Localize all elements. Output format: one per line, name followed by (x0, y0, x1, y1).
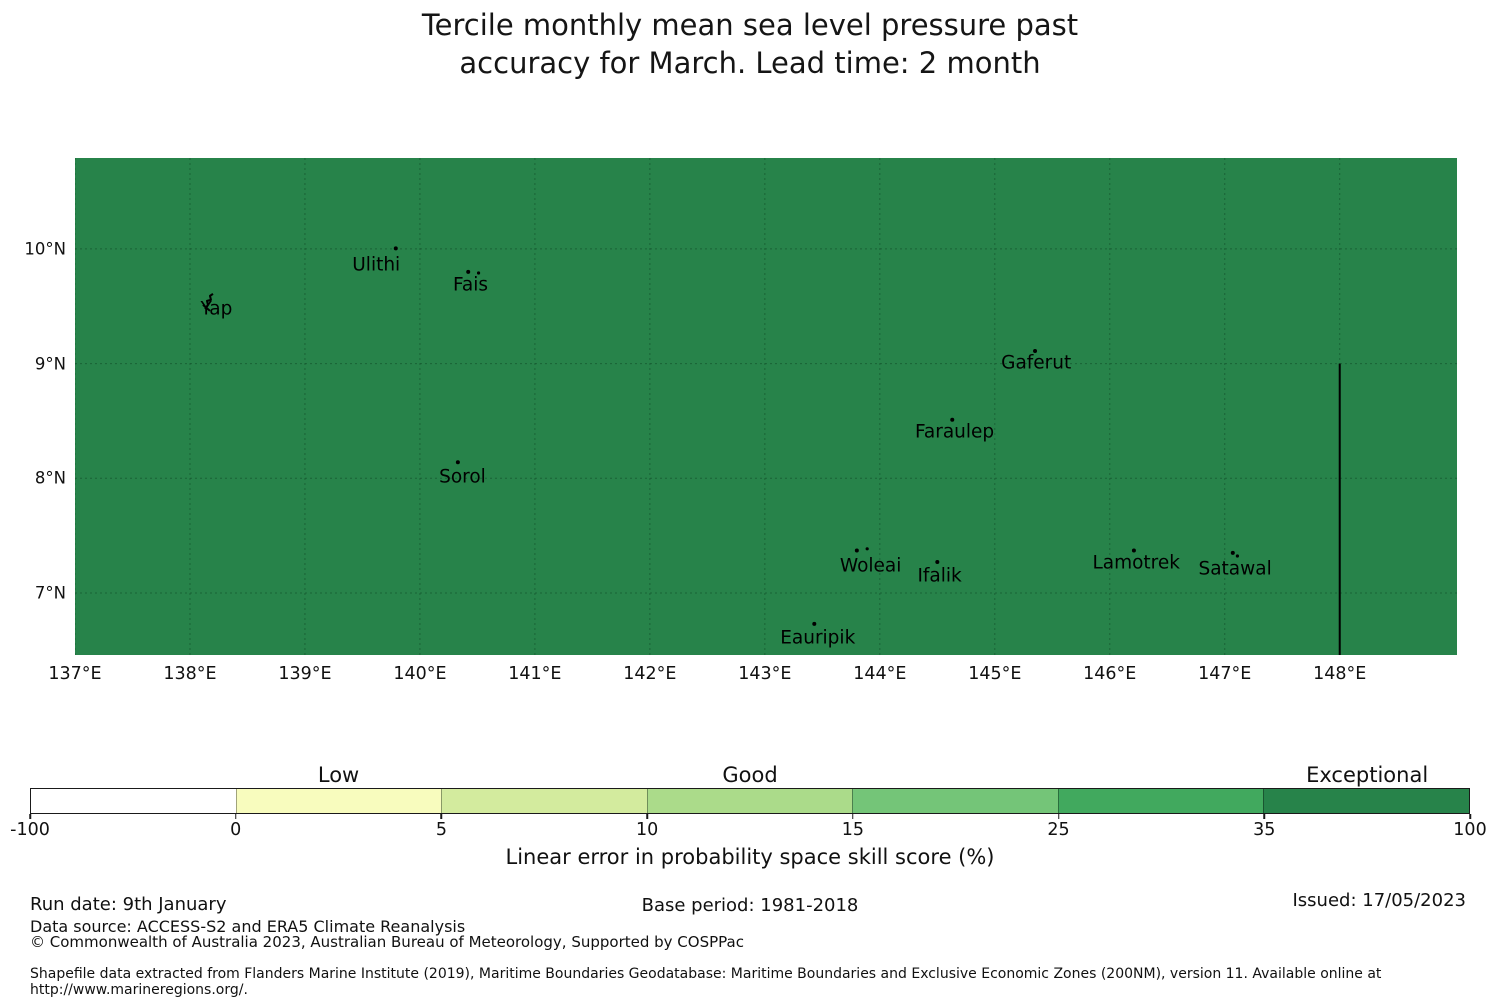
x-tick-label: 141°E (508, 664, 562, 684)
island-label: Ifalik (917, 565, 962, 587)
colorbar-segment (235, 789, 442, 813)
y-tick-label: 9°N (34, 354, 66, 374)
copyright-text: © Commonwealth of Australia 2023, Austra… (30, 933, 744, 951)
colorbar-category-label: Good (722, 763, 778, 787)
colorbar-tick-mark (852, 814, 854, 819)
island-dot (1131, 548, 1136, 553)
colorbar-tick-mark (1263, 814, 1266, 819)
colorbar (30, 788, 1470, 814)
colorbar-segment (1263, 789, 1470, 813)
data-source-text: Data source: ACCESS-S2 and ERA5 Climate … (30, 917, 466, 936)
issued-date-text: Issued: 17/05/2023 (1292, 890, 1466, 911)
colorbar-category-label: Low (317, 763, 360, 787)
figure-title-line1: Tercile monthly mean sea level pressure … (421, 8, 1079, 42)
colorbar-segment (1057, 789, 1264, 813)
x-tick-label: 139°E (278, 664, 332, 684)
x-tick-label: 147°E (1198, 664, 1252, 684)
figure-title-line2: accuracy for March. Lead time: 2 month (459, 46, 1041, 80)
colorbar-tick-mark (1469, 814, 1471, 819)
x-tick-label: 140°E (393, 664, 447, 684)
island-label: Lamotrek (1092, 552, 1180, 574)
island-dot (865, 547, 869, 551)
colorbar-segment (646, 789, 853, 813)
colorbar-tick-marks (29, 814, 1471, 819)
colorbar-tick-mark (440, 814, 443, 819)
colorbar-tick-label: 25 (1047, 820, 1070, 840)
island-dot (393, 246, 398, 251)
x-tick-label: 146°E (1083, 664, 1137, 684)
island-dot (476, 271, 481, 275)
colorbar-tick-mark (29, 814, 31, 819)
figure-title: Tercile monthly mean sea level pressure … (0, 6, 1500, 82)
x-tick-label: 138°E (163, 664, 217, 684)
colorbar-block: Low Good Exceptional -100 0 5 10 15 25 35 100 (10, 758, 1487, 841)
y-tick-label: 8°N (34, 468, 66, 488)
colorbar-segment (31, 789, 236, 813)
colorbar-tick-label: 15 (841, 820, 864, 840)
colorbar-tick-mark (646, 814, 648, 819)
island-label: Woleai (839, 555, 902, 577)
island-dot (1033, 348, 1038, 353)
colorbar-tick-mark (1057, 814, 1060, 819)
island-label: Faraulep (914, 421, 995, 443)
colorbar-axis-label: Linear error in probability space skill … (505, 845, 995, 869)
colorbar-tick-label: 100 (1453, 820, 1487, 840)
y-tick-label: 10°N (24, 239, 66, 259)
base-period-text: Base period: 1981-2018 (641, 895, 859, 916)
island-shape (202, 293, 214, 312)
island-dot (466, 269, 471, 274)
colorbar-category-label: Exceptional (1306, 763, 1429, 787)
island-dot (812, 621, 817, 626)
island-label: Satawal (1198, 558, 1272, 580)
island-label: Sorol (439, 466, 486, 488)
colorbar-tick-label: 10 (636, 820, 659, 840)
colorbar-segment (441, 789, 647, 813)
island-dot (1230, 550, 1235, 555)
x-tick-label: 142°E (623, 664, 677, 684)
island-dot (935, 559, 940, 564)
x-tick-label: 148°E (1313, 664, 1367, 684)
island-dot (950, 417, 955, 422)
island-label: Eauripik (780, 627, 856, 649)
island-label: Yap (200, 298, 233, 320)
map-canvas (75, 158, 1457, 655)
x-tick-label: 144°E (853, 664, 907, 684)
shapefile-note: Shapefile data extracted from Flanders M… (30, 966, 1382, 998)
x-tick-label: 145°E (968, 664, 1022, 684)
run-date-text: Run date: 9th January (30, 894, 227, 915)
island-label: Ulithi (352, 254, 401, 276)
island-dot (455, 460, 460, 465)
island-label: Gaferut (1001, 352, 1072, 374)
island-label: Fais (452, 274, 489, 296)
colorbar-tick-label: 35 (1253, 820, 1276, 840)
colorbar-tick-label: 0 (230, 820, 242, 840)
colorbar-category-labels: Low Good Exceptional (30, 758, 1470, 787)
colorbar-tick-mark (234, 814, 237, 819)
y-tick-label: 7°N (34, 583, 66, 603)
map-plot-area: Yap Ulithi Fais Sorol Gaferut Faraulep Woleai I… (75, 158, 1457, 655)
x-tick-label: 137°E (48, 664, 102, 684)
x-tick-label: 143°E (738, 664, 792, 684)
colorbar-tick-label: 5 (435, 820, 447, 840)
colorbar-tick-labels: -100 0 5 10 15 25 35 100 (10, 819, 1487, 841)
colorbar-segment (852, 789, 1058, 813)
colorbar-tick-label: -100 (10, 820, 50, 840)
island-dot (1235, 554, 1239, 558)
island-dot (854, 548, 859, 553)
